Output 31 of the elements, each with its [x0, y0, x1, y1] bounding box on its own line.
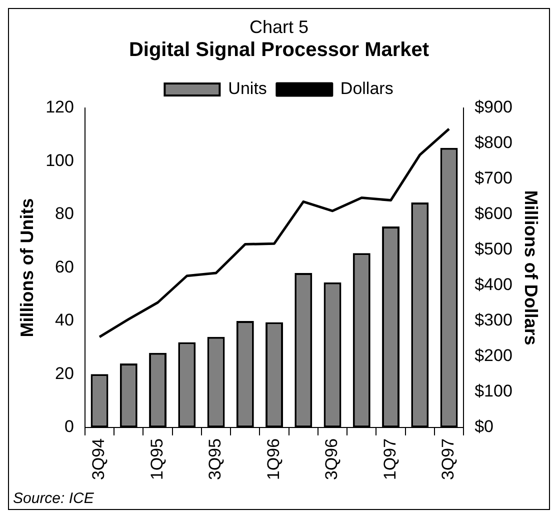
y2-tick-label: $400 [474, 275, 512, 294]
chart-title: Digital Signal Processor Market [128, 39, 430, 62]
y2-tick-label: $600 [474, 204, 512, 224]
y-tick-label: 100 [46, 150, 74, 170]
y-axis-title: Millions of Units [16, 198, 37, 338]
legend-label: Units [228, 79, 267, 98]
y2-tick-label: $900 [474, 98, 512, 117]
y-tick-label: 120 [46, 98, 74, 117]
y-tick-label: 80 [55, 204, 74, 224]
y-tick-label: 20 [55, 364, 74, 383]
x-tick-label: 1Q95 [147, 438, 166, 480]
x-tick-label: 3Q96 [322, 438, 342, 480]
y2-tick-label: $200 [474, 346, 512, 366]
y-tick-label: 0 [64, 417, 74, 436]
source-note: Source: ICE [13, 490, 94, 507]
y-tick-label: 60 [55, 257, 74, 276]
x-tick-label: 3Q95 [206, 438, 225, 480]
y2-axis-title: Millions of Dollars [521, 190, 542, 346]
x-tick-label: 1Q96 [264, 438, 283, 480]
legend-label: Dollars [340, 79, 394, 98]
x-tick-label: 3Q94 [89, 438, 108, 480]
y-tick-label: 40 [55, 310, 74, 330]
y2-tick-label: $500 [474, 240, 512, 259]
y2-tick-label: $100 [474, 382, 512, 401]
chart-subtitle: Chart 5 [248, 17, 310, 38]
y2-tick-label: $700 [474, 168, 512, 188]
y2-tick-label: $800 [474, 133, 512, 152]
x-tick-label: 1Q97 [380, 438, 400, 480]
x-tick-label: 3Q97 [438, 438, 458, 480]
y2-tick-label: $0 [474, 417, 494, 436]
y2-tick-label: $300 [474, 310, 512, 330]
